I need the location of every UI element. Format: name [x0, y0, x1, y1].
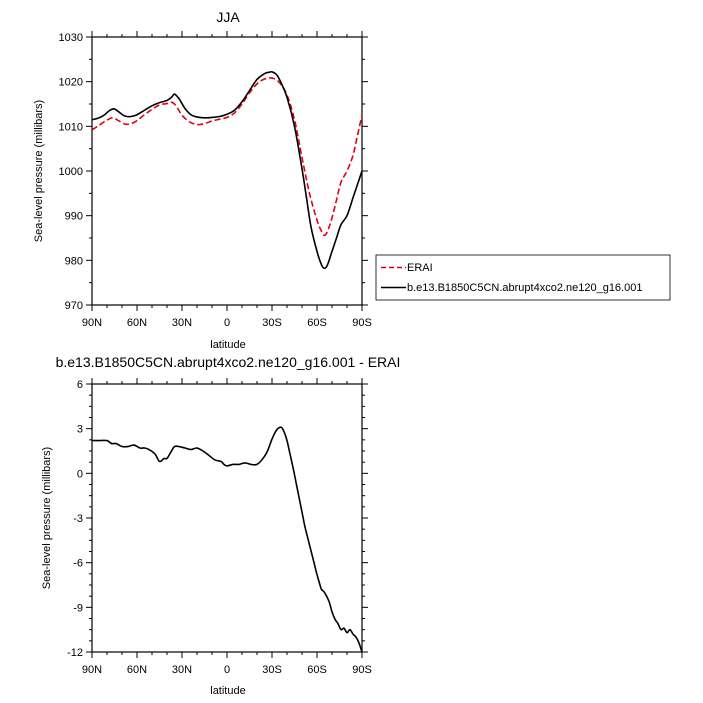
bottom-y-tick-label: 6 — [77, 379, 83, 391]
bottom-y-axis: -12 -9 -6 -3 0 3 6 — [67, 379, 368, 659]
bottom-x-tick-label: 30S — [262, 664, 282, 676]
bottom-x-tick-label: 60N — [127, 664, 147, 676]
top-x-tick-label: 30S — [262, 317, 282, 329]
top-x-tick-label: 90S — [352, 317, 372, 329]
bottom-x-axis-label: latitude — [210, 685, 245, 697]
bottom-y-axis-label: Sea-level pressure (millibars) — [41, 447, 53, 589]
top-y-tick-label: 970 — [65, 300, 83, 312]
top-x-axis-label: latitude — [210, 339, 245, 351]
top-y-tick-label: 1010 — [59, 121, 83, 133]
bottom-y-tick-label: -3 — [73, 513, 83, 525]
bottom-x-tick-label: 0 — [224, 664, 230, 676]
bottom-x-tick-label: 90S — [352, 664, 372, 676]
bottom-y-tick-label: -6 — [73, 558, 83, 570]
bottom-x-tick-label: 90N — [82, 664, 102, 676]
top-x-tick-label: 90N — [82, 317, 102, 329]
legend-label-model: b.e13.B1850C5CN.abrupt4xco2.ne120_g16.00… — [407, 282, 642, 294]
top-x-tick-label: 0 — [224, 317, 230, 329]
top-y-tick-label: 1030 — [59, 32, 83, 44]
bottom-x-tick-label: 30N — [172, 664, 192, 676]
top-y-tick-label: 1020 — [59, 77, 83, 89]
bottom-y-tick-label: 3 — [77, 424, 83, 436]
top-x-axis: 90N 60N 30N 0 30S 60S 90S — [82, 31, 372, 329]
top-panel: JJA 970 980 990 1000 1010 1020 1030 90N 60N 30N 0… — [33, 9, 372, 351]
top-series-line-1 — [91, 70, 363, 270]
top-x-tick-label: 60N — [127, 317, 147, 329]
top-chart-title: JJA — [216, 9, 240, 25]
top-y-tick-label: 990 — [65, 211, 83, 223]
bottom-x-axis: 90N 60N 30N 0 30S 60S 90S — [82, 378, 372, 676]
legend: ERAI b.e13.B1850C5CN.abrupt4xco2.ne120_g… — [375, 254, 671, 301]
top-x-tick-label: 30N — [172, 317, 192, 329]
bottom-x-tick-label: 60S — [307, 664, 327, 676]
bottom-chart-title: b.e13.B1850C5CN.abrupt4xco2.ne120_g16.00… — [56, 354, 401, 370]
bottom-series-line-0 — [92, 426, 363, 653]
bottom-y-tick-label: 0 — [77, 468, 83, 480]
top-y-axis: 970 980 990 1000 1010 1020 1030 — [59, 32, 368, 312]
legend-label-erai: ERAI — [407, 262, 433, 274]
top-y-axis-label: Sea-level pressure (millibars) — [33, 100, 45, 242]
legend-box — [375, 254, 671, 301]
top-series-line-0 — [91, 77, 363, 237]
bottom-panel: b.e13.B1850C5CN.abrupt4xco2.ne120_g16.00… — [41, 354, 400, 697]
bottom-plot-frame — [91, 383, 363, 653]
top-y-tick-label: 980 — [65, 255, 83, 267]
top-y-tick-label: 1000 — [59, 166, 83, 178]
bottom-y-tick-label: -12 — [67, 647, 83, 659]
bottom-series-lines — [92, 426, 363, 653]
top-series-lines — [91, 70, 363, 270]
bottom-y-tick-label: -9 — [73, 602, 83, 614]
top-x-tick-label: 60S — [307, 317, 327, 329]
